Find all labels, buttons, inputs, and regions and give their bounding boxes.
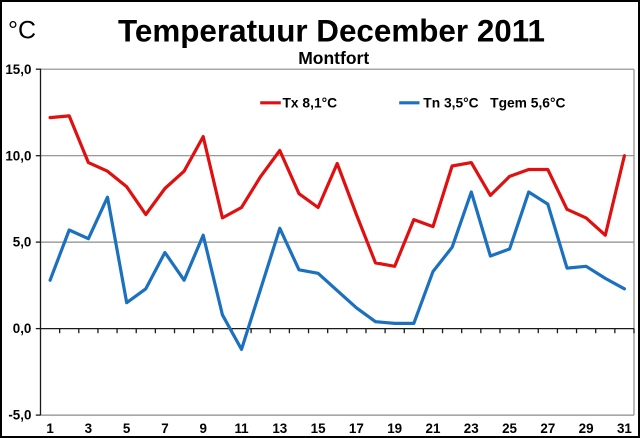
- svg-text:5: 5: [123, 421, 131, 436]
- svg-text:31: 31: [617, 421, 632, 436]
- svg-text:0,0: 0,0: [13, 321, 32, 336]
- svg-text:Temperatuur December 2011: Temperatuur December 2011: [118, 13, 545, 48]
- svg-text:-5,0: -5,0: [8, 408, 31, 423]
- svg-text:15,0: 15,0: [5, 62, 31, 77]
- svg-text:25: 25: [502, 421, 517, 436]
- svg-text:15: 15: [311, 421, 326, 436]
- svg-text:5,0: 5,0: [13, 235, 32, 250]
- svg-text:19: 19: [387, 421, 402, 436]
- svg-text:27: 27: [540, 421, 555, 436]
- svg-text:29: 29: [579, 421, 594, 436]
- svg-text:7: 7: [161, 421, 168, 436]
- svg-text:°C: °C: [8, 16, 36, 44]
- svg-text:3: 3: [85, 421, 92, 436]
- svg-text:17: 17: [349, 421, 364, 436]
- svg-text:Montfort: Montfort: [298, 48, 369, 68]
- svg-text:23: 23: [464, 421, 479, 436]
- svg-text:9: 9: [200, 421, 207, 436]
- svg-text:Tn 3,5°C Tgem 5,6°C: Tn 3,5°C Tgem 5,6°C: [423, 96, 565, 111]
- svg-text:1: 1: [46, 421, 54, 436]
- svg-text:11: 11: [234, 421, 249, 436]
- svg-text:13: 13: [272, 421, 287, 436]
- svg-text:Tx 8,1°C: Tx 8,1°C: [283, 96, 338, 111]
- svg-text:21: 21: [426, 421, 441, 436]
- svg-text:10,0: 10,0: [5, 148, 31, 163]
